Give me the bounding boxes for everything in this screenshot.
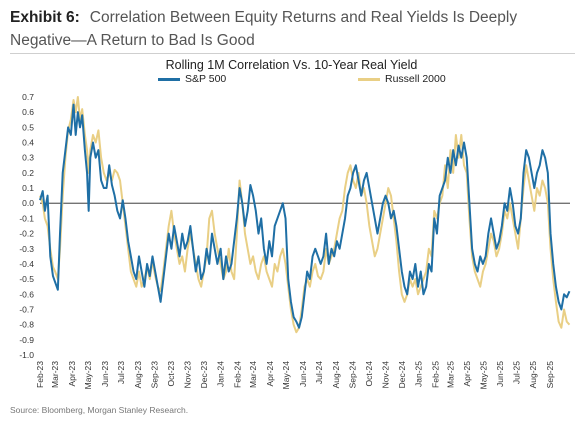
x-tick-label: Sep-25 [545,361,555,389]
legend-item-sp500: S&P 500 [158,73,226,85]
x-tick-label: Feb-25 [430,361,440,388]
x-tick-label: Jun-24 [298,361,308,387]
x-tick-label: Mar-24 [248,361,258,388]
y-tick-label: 0.2 [22,168,34,178]
legend-label-sp500: S&P 500 [185,73,227,85]
heading-divider [10,53,575,54]
x-tick-label: Apr-24 [265,361,275,387]
x-tick-label: Jun-25 [495,361,505,387]
chart-title: Rolling 1M Correlation Vs. 10-Year Real … [165,58,418,72]
legend-swatch-russell-2000 [358,77,380,81]
y-tick-label: -0.4 [19,259,34,269]
x-tick-label: Oct-23 [166,361,176,387]
x-tick-label: Dec-23 [199,361,209,389]
y-tick-label: -0.7 [19,304,34,314]
y-tick-label: -0.1 [19,213,34,223]
y-tick-label: 0.0 [22,198,34,208]
x-tick-label: Mar-23 [50,361,60,388]
exhibit-heading: Exhibit 6: Correlation Between Equity Ret… [10,6,575,52]
x-tick-label: Jul-25 [511,361,521,384]
x-tick-label: Apr-23 [67,361,77,387]
x-tick-label: Jan-25 [414,361,424,387]
x-tick-label: Apr-25 [462,361,472,387]
legend-label-russell-2000: Russell 2000 [385,73,446,85]
x-tick-label: Jul-24 [314,361,324,384]
x-tick-label: Jun-23 [100,361,110,387]
x-tick-label: Jul-23 [116,361,126,384]
x-tick-label: Feb-24 [232,361,242,388]
exhibit-title: Correlation Between Equity Returns and R… [10,9,518,49]
source-note: Source: Bloomberg, Morgan Stanley Resear… [10,405,189,415]
legend-item-russell-2000: Russell 2000 [358,73,446,85]
x-tick-label: Sep-23 [150,361,160,389]
x-tick-label: Dec-24 [397,361,407,389]
y-axis-ticks: 0.7 0.6 0.5 0.4 0.3 0.2 0.1 0.0 -0.1 -0.2 -0.3 -0.4… [19,92,34,360]
x-tick-label: Feb-23 [35,361,45,388]
y-tick-label: 0.1 [22,183,34,193]
series-line-sp500 [39,103,571,329]
x-tick-label: Jan-24 [216,361,226,387]
x-tick-label: Sep-24 [348,361,358,389]
x-tick-label: Oct-24 [364,361,374,387]
x-tick-label: May-25 [478,361,488,390]
y-tick-label: 0.7 [22,92,34,102]
x-tick-label: May-24 [281,361,291,390]
x-tick-label: Nov-23 [183,361,193,389]
x-tick-label: Nov-24 [381,361,391,389]
exhibit-label: Exhibit 6: [10,9,80,26]
y-tick-label: 0.3 [22,153,34,163]
x-tick-label: May-23 [83,361,93,390]
y-tick-label: -0.5 [19,274,34,284]
y-tick-label: -1.0 [19,350,34,360]
y-tick-label: -0.2 [19,229,34,239]
chart-legend: S&P 500 Russell 2000 [0,73,583,87]
x-tick-label: Mar-25 [445,361,455,388]
x-axis-ticks: Feb-23 Mar-23 Apr-23 May-23 Jun-23 Jul-23 Aug-… [35,361,555,390]
x-tick-label: Aug-25 [528,361,538,389]
x-tick-label: Aug-24 [331,361,341,389]
y-tick-label: -0.9 [19,335,34,345]
y-tick-label: -0.6 [19,289,34,299]
y-tick-label: -0.8 [19,320,34,330]
y-tick-label: 0.6 [22,107,34,117]
y-tick-label: 0.4 [22,138,34,148]
legend-swatch-sp500 [158,77,180,81]
series-layer [39,96,571,334]
y-tick-label: -0.3 [19,244,34,254]
y-tick-label: 0.5 [22,122,34,132]
x-tick-label: Aug-23 [133,361,143,389]
